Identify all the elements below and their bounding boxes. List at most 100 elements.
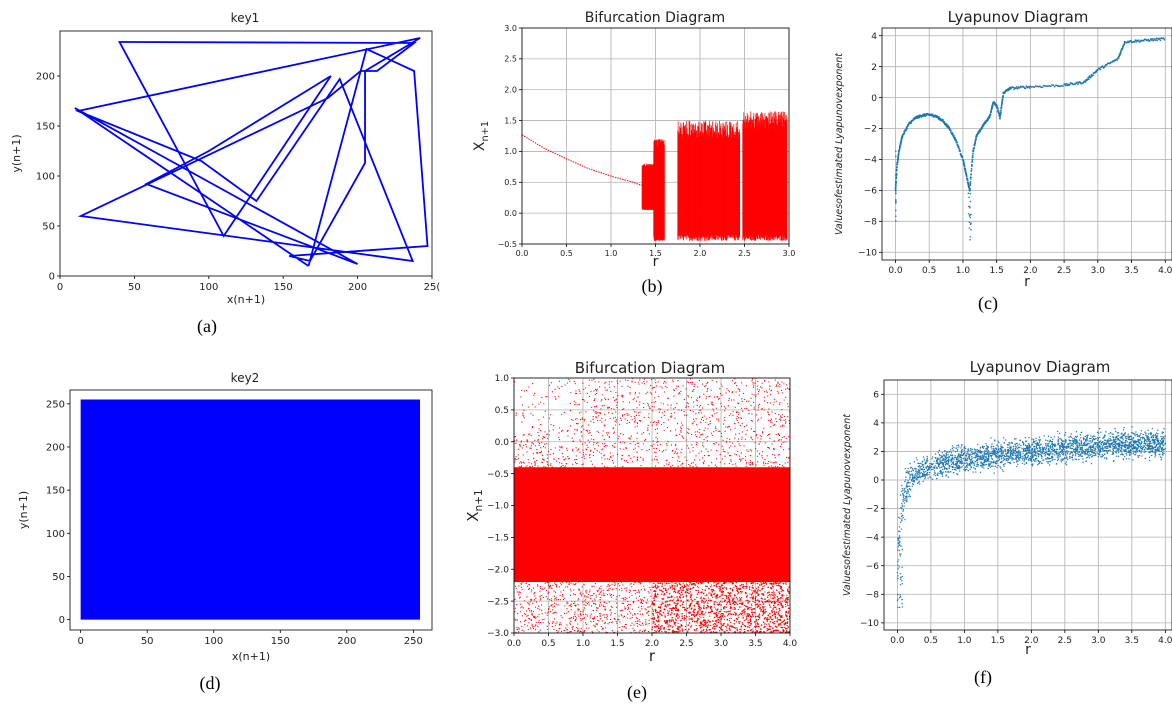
data-point — [740, 459, 742, 461]
data-point — [710, 593, 713, 595]
data-point — [734, 423, 736, 425]
data-point — [628, 591, 630, 594]
data-point — [779, 631, 781, 633]
data-point — [555, 599, 557, 601]
data-point — [772, 618, 774, 620]
data-point — [757, 588, 759, 591]
data-point — [639, 610, 641, 612]
data-point — [690, 625, 692, 628]
data-point — [780, 415, 782, 417]
data-point — [577, 423, 579, 425]
data-point — [727, 623, 729, 625]
data-point — [687, 396, 690, 398]
data-point — [679, 594, 682, 596]
data-point — [725, 588, 728, 590]
data-point — [729, 617, 731, 620]
data-point — [687, 588, 689, 590]
data-point — [761, 431, 764, 433]
data-point — [752, 611, 754, 613]
data-point — [786, 579, 788, 581]
data-point — [591, 586, 593, 588]
data-point — [768, 466, 770, 468]
data-point — [676, 423, 679, 425]
data-point — [788, 592, 790, 594]
data-point — [599, 612, 601, 615]
data-point — [772, 453, 774, 456]
data-point — [639, 583, 642, 585]
data-point — [648, 606, 650, 608]
data-point — [593, 406, 596, 408]
data-point — [782, 620, 785, 623]
data-point — [611, 607, 613, 609]
data-point — [583, 613, 585, 616]
data-point — [546, 612, 548, 614]
data-point — [778, 453, 780, 456]
data-point — [682, 582, 684, 584]
data-point — [744, 604, 746, 607]
panel-caption: (a) — [197, 316, 217, 337]
data-point — [742, 585, 745, 588]
data-point — [744, 455, 747, 458]
data-point — [538, 605, 540, 607]
data-point — [779, 587, 782, 590]
data-point — [726, 611, 728, 613]
data-point — [726, 437, 728, 440]
data-point — [558, 436, 560, 438]
chart-panel-4: 0 50 100 150 200 250050100150200250key2x(n+1)… — [17, 371, 433, 694]
data-point — [707, 602, 709, 605]
data-point — [575, 390, 577, 392]
data-point — [769, 582, 771, 585]
data-point — [650, 444, 652, 447]
data-point — [758, 617, 761, 619]
data-point — [610, 614, 612, 616]
data-point — [599, 618, 602, 620]
data-point — [969, 192, 972, 195]
data-point — [641, 607, 643, 610]
data-point — [637, 442, 640, 444]
data-point — [595, 417, 597, 419]
data-point — [788, 610, 790, 612]
data-point — [638, 420, 640, 422]
data-point — [604, 444, 606, 447]
data-point — [594, 381, 596, 383]
data-point — [728, 582, 730, 584]
data-point — [763, 409, 765, 411]
data-point — [647, 402, 649, 405]
y-tick-label: 1.5 — [504, 116, 517, 125]
data-point — [599, 596, 602, 599]
data-point — [604, 622, 606, 625]
data-point — [531, 442, 533, 444]
data-point — [711, 579, 713, 581]
data-point — [521, 629, 523, 631]
data-point — [632, 614, 634, 616]
data-point — [724, 410, 726, 412]
data-point — [596, 430, 598, 432]
data-point — [573, 380, 575, 383]
data-point — [615, 606, 618, 608]
data-point — [574, 613, 576, 615]
data-point — [527, 459, 529, 461]
data-point — [691, 618, 693, 621]
data-point — [580, 440, 582, 443]
data-point — [713, 396, 716, 398]
data-point — [745, 587, 747, 589]
data-point — [664, 579, 667, 581]
data-point — [749, 461, 752, 464]
data-point — [710, 389, 712, 391]
data-point — [631, 622, 633, 624]
x-tick-label: 50 — [128, 282, 141, 293]
data-point — [605, 398, 607, 401]
data-point — [581, 417, 583, 419]
data-point — [718, 430, 720, 432]
data-point — [639, 392, 641, 394]
data-point — [623, 626, 625, 628]
data-point — [524, 624, 526, 626]
data-point — [615, 421, 617, 423]
data-point — [601, 394, 603, 396]
data-point — [643, 416, 645, 419]
x-tick-label: 250 — [404, 636, 423, 647]
data-point — [733, 619, 736, 622]
data-point — [703, 463, 705, 465]
data-point — [651, 586, 653, 588]
data-point — [620, 614, 622, 616]
